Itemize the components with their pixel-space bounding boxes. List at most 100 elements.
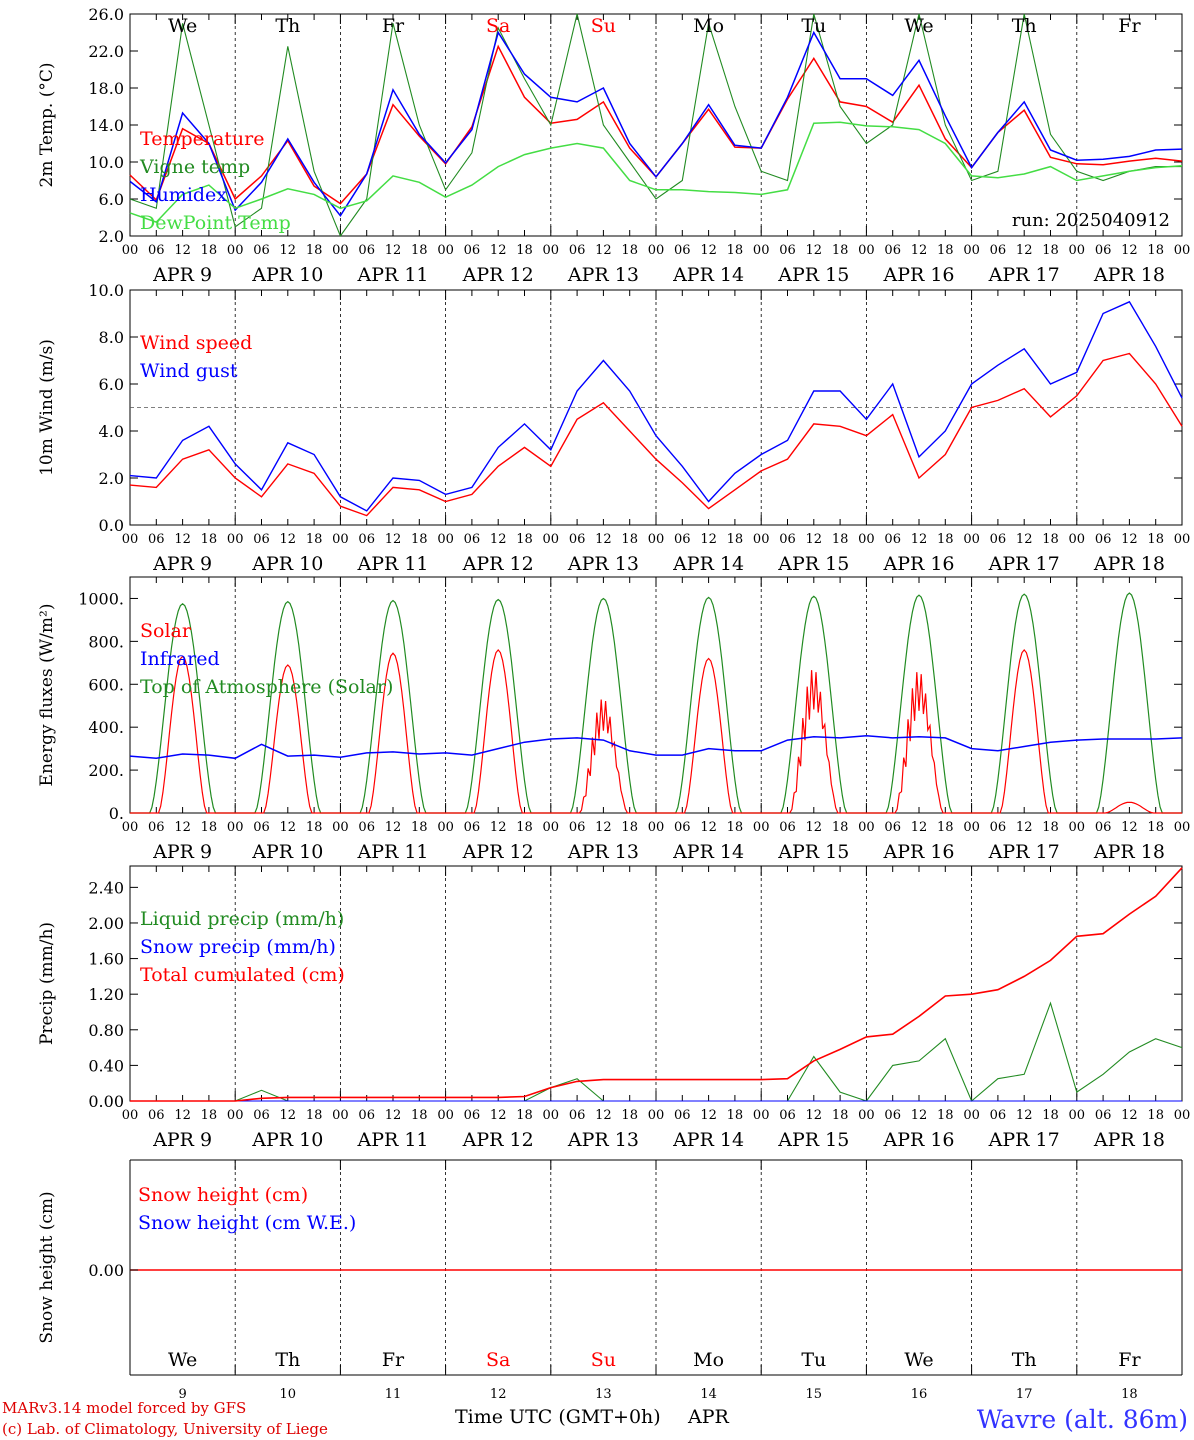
hour-tick-label: 06 xyxy=(464,243,481,258)
hour-tick-label: 00 xyxy=(543,532,560,547)
date-tick-label: APR 13 xyxy=(567,841,639,863)
date-tick-label: APR 14 xyxy=(672,841,744,863)
hour-tick-label: 06 xyxy=(569,820,586,835)
weekday-label: Tu xyxy=(801,15,826,37)
hour-tick-label: 18 xyxy=(1042,1108,1059,1123)
date-tick-label: APR 14 xyxy=(672,264,744,286)
series-line xyxy=(129,300,1183,512)
hour-tick-label: 18 xyxy=(937,820,954,835)
y-tick-label: 2.40 xyxy=(88,878,124,897)
y-tick-label: 1000. xyxy=(78,589,124,608)
hour-tick-label: 18 xyxy=(201,243,218,258)
hour-tick-label: 18 xyxy=(411,243,428,258)
y-tick-label: 200. xyxy=(88,761,124,780)
hour-tick-label: 18 xyxy=(306,243,323,258)
hour-tick-label: 00 xyxy=(122,532,139,547)
hour-tick-label: 00 xyxy=(963,532,980,547)
legend-entry: DewPoint Temp xyxy=(140,212,291,234)
date-tick-label: APR 17 xyxy=(988,264,1060,286)
hour-tick-label: 18 xyxy=(411,532,428,547)
hour-tick-label: 06 xyxy=(358,243,375,258)
hour-tick-label: 06 xyxy=(253,532,270,547)
hour-tick-label: 06 xyxy=(148,1108,165,1123)
solar-line xyxy=(130,648,1182,814)
date-tick-label: APR 15 xyxy=(777,1129,849,1151)
date-tick-label: APR 16 xyxy=(882,841,954,863)
weekday-label: Fr xyxy=(382,15,405,37)
hour-tick-label: 00 xyxy=(1174,243,1191,258)
hour-tick-label: 00 xyxy=(858,820,875,835)
hour-tick-label: 12 xyxy=(490,532,507,547)
y-tick-label: 14.0 xyxy=(88,116,124,135)
y-tick-label: 4.0 xyxy=(99,422,124,441)
hour-tick-label: 06 xyxy=(464,820,481,835)
y-axis-label: 10m Wind (m/s) xyxy=(37,339,57,476)
hour-tick-label: 06 xyxy=(358,1108,375,1123)
hour-tick-label: 06 xyxy=(464,532,481,547)
hour-tick-label: 18 xyxy=(306,820,323,835)
hour-tick-label: 12 xyxy=(174,532,191,547)
date-tick-label: APR 15 xyxy=(777,841,849,863)
y-tick-label: 8.0 xyxy=(99,328,124,347)
y-tick-label: 1.20 xyxy=(88,985,124,1004)
y-tick-label: 10.0 xyxy=(88,281,124,300)
day-number-label: 17 xyxy=(1016,1387,1033,1402)
x-axis-month: APR xyxy=(687,1406,730,1428)
date-tick-label: APR 12 xyxy=(462,841,534,863)
hour-tick-label: 12 xyxy=(911,820,928,835)
hour-tick-label: 12 xyxy=(1121,532,1138,547)
y-tick-label: 26.0 xyxy=(88,5,124,24)
hour-tick-label: 12 xyxy=(174,820,191,835)
weekday-label: We xyxy=(904,1349,933,1371)
y-tick-label: 10.0 xyxy=(88,153,124,172)
hour-tick-label: 12 xyxy=(700,820,717,835)
hour-tick-label: 06 xyxy=(464,1108,481,1123)
hour-tick-label: 00 xyxy=(227,820,244,835)
series-line xyxy=(130,867,1183,1102)
day-number-label: 9 xyxy=(178,1387,186,1402)
hour-tick-label: 12 xyxy=(806,820,823,835)
legend-entry: Total cumulated (cm) xyxy=(140,964,345,986)
y-tick-label: 0.80 xyxy=(88,1021,124,1040)
y-tick-label: 1.60 xyxy=(88,950,124,969)
date-tick-label: APR 17 xyxy=(988,1129,1060,1151)
x-axis-label: Time UTC (GMT+0h) xyxy=(455,1406,661,1428)
model-credit: MARv3.14 model forced by GFS xyxy=(2,1399,246,1417)
y-tick-label: 600. xyxy=(88,675,124,694)
panel-4: 0.00 0.40 0.80 1.20 1.60 2.00 2.40 Precip (mm/h… xyxy=(37,865,1190,1151)
weekday-label: Fr xyxy=(1118,15,1141,37)
hour-tick-label: 06 xyxy=(779,1108,796,1123)
hour-tick-label: 06 xyxy=(884,820,901,835)
panel-1: 2.0 6.0 10.0 14.0 18.0 22.0 26.0 2m Temp. (°C) W… xyxy=(37,5,1190,286)
hour-tick-label: 06 xyxy=(148,820,165,835)
hour-tick-label: 06 xyxy=(253,820,270,835)
date-tick-label: APR 9 xyxy=(152,1129,212,1151)
hour-tick-label: 18 xyxy=(832,820,849,835)
date-tick-label: APR 16 xyxy=(882,264,954,286)
hour-tick-label: 00 xyxy=(648,820,665,835)
y-tick-label: 18.0 xyxy=(88,79,124,98)
hour-tick-label: 12 xyxy=(280,532,297,547)
hour-tick-label: 06 xyxy=(358,532,375,547)
hour-tick-label: 06 xyxy=(1095,532,1112,547)
hour-tick-label: 00 xyxy=(437,243,454,258)
date-tick-label: APR 10 xyxy=(251,264,323,286)
hour-tick-label: 18 xyxy=(1147,532,1164,547)
hour-tick-label: 12 xyxy=(700,1108,717,1123)
hour-tick-label: 18 xyxy=(621,820,638,835)
hour-tick-label: 00 xyxy=(648,1108,665,1123)
weekday-label: Mo xyxy=(693,15,724,37)
hour-tick-label: 00 xyxy=(1174,820,1191,835)
hour-tick-label: 00 xyxy=(858,532,875,547)
weekday-label: Fr xyxy=(1118,1349,1141,1371)
hour-tick-label: 06 xyxy=(884,243,901,258)
hour-tick-label: 18 xyxy=(411,1108,428,1123)
hour-tick-label: 06 xyxy=(884,1108,901,1123)
legend-entry: Snow precip (mm/h) xyxy=(140,936,336,958)
hour-tick-label: 00 xyxy=(1069,1108,1086,1123)
legend-entry: Liquid precip (mm/h) xyxy=(140,908,344,930)
series-line xyxy=(129,30,1183,217)
date-tick-label: APR 14 xyxy=(672,1129,744,1151)
date-tick-label: APR 17 xyxy=(988,841,1060,863)
date-tick-label: APR 10 xyxy=(251,1129,323,1151)
